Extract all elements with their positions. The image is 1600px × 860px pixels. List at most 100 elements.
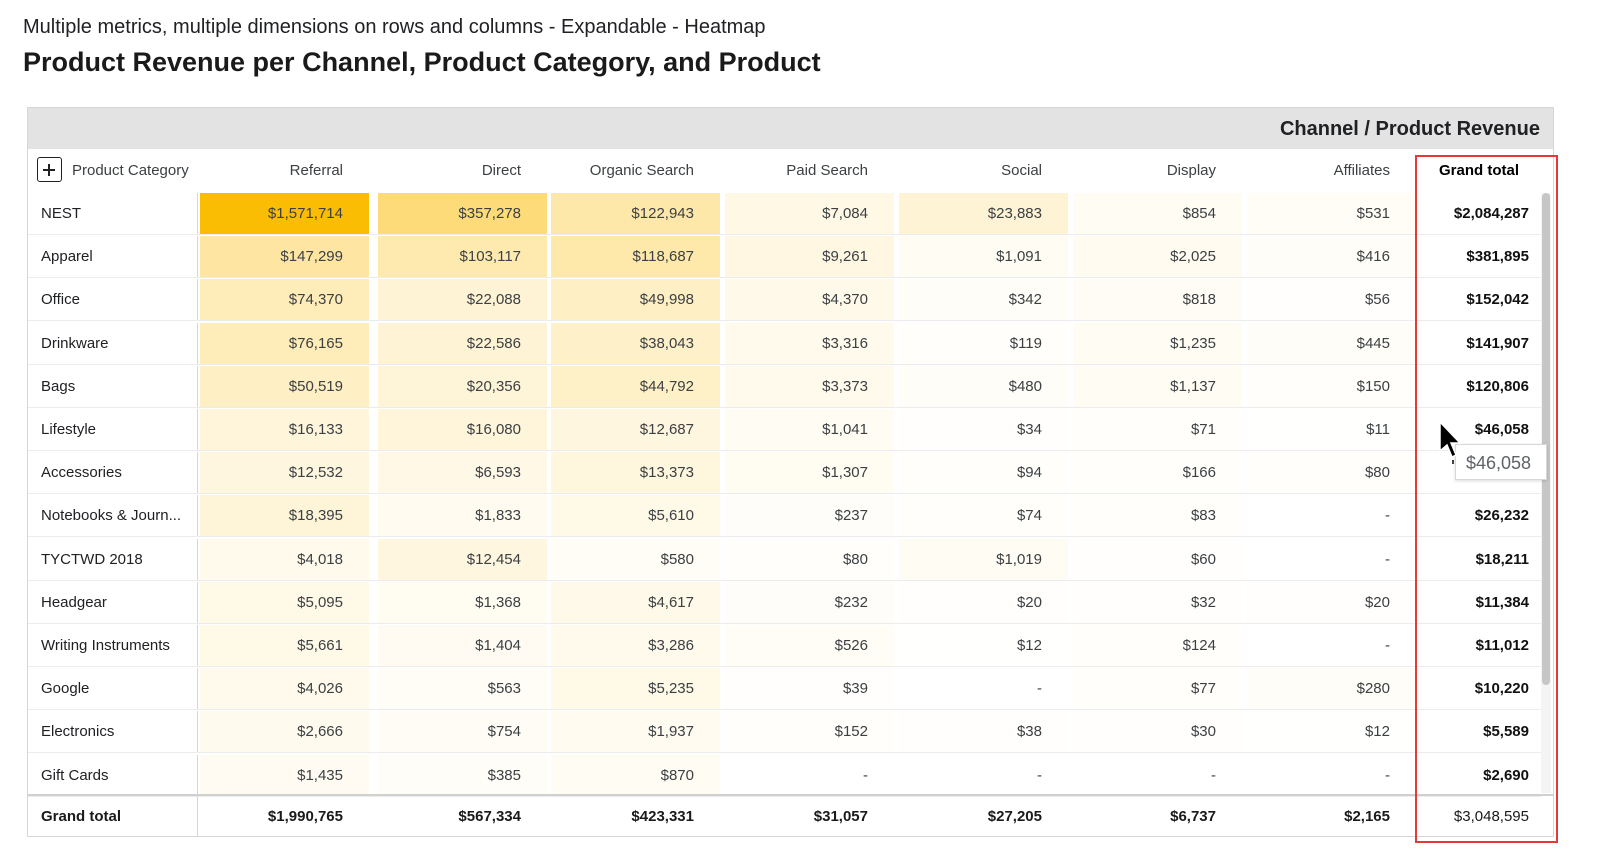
heatmap-cell[interactable]: $56 xyxy=(1247,279,1416,321)
heatmap-cell[interactable]: $563 xyxy=(378,668,547,710)
row-label[interactable]: Google xyxy=(28,668,198,710)
heatmap-cell[interactable]: $20,356 xyxy=(378,365,547,407)
heatmap-cell[interactable]: $480 xyxy=(899,365,1068,407)
heatmap-cell[interactable]: $44,792 xyxy=(551,365,720,407)
heatmap-cell[interactable]: $5,235 xyxy=(551,668,720,710)
row-grand-total-cell[interactable]: $26,232 xyxy=(1474,507,1529,525)
heatmap-cell[interactable]: - xyxy=(725,754,894,796)
grand-total-cell[interactable]: $6,737 xyxy=(1170,808,1216,825)
heatmap-cell[interactable]: $7,084 xyxy=(725,193,894,234)
scrollbar-thumb[interactable] xyxy=(1542,193,1550,685)
table-row[interactable]: Google $4,026 $563 $5,235 $39- $77 $280 $10,220 xyxy=(28,667,1553,711)
heatmap-cell[interactable]: $23,883 xyxy=(899,193,1068,234)
heatmap-cell[interactable]: $103,117 xyxy=(378,236,547,278)
heatmap-cell[interactable]: $124 xyxy=(1073,625,1242,666)
heatmap-cell[interactable]: $94 xyxy=(899,452,1068,494)
grand-total-cell[interactable]: $1,990,765 xyxy=(267,808,343,825)
column-header[interactable]: Display xyxy=(1166,162,1216,179)
heatmap-cell[interactable]: $80 xyxy=(725,538,894,580)
heatmap-cell[interactable]: - xyxy=(1247,625,1416,666)
heatmap-cell[interactable]: $280 xyxy=(1247,668,1416,710)
row-grand-total-cell[interactable]: $11,384 xyxy=(1475,593,1529,611)
grand-total-cell[interactable]: $423,331 xyxy=(631,808,694,825)
row-grand-total-cell[interactable]: $381,895 xyxy=(1466,248,1529,266)
column-header[interactable]: Paid Search xyxy=(786,162,868,179)
row-grand-total-cell[interactable]: $2,690 xyxy=(1483,766,1529,784)
heatmap-cell[interactable]: $531 xyxy=(1247,193,1416,234)
heatmap-cell[interactable]: $357,278 xyxy=(378,193,547,234)
heatmap-cell[interactable]: $2,025 xyxy=(1073,236,1242,278)
heatmap-cell[interactable]: $232 xyxy=(725,581,894,623)
heatmap-cell[interactable]: $870 xyxy=(551,754,720,796)
heatmap-cell[interactable]: $49,998 xyxy=(551,279,720,321)
heatmap-cell[interactable]: $1,019 xyxy=(899,538,1068,580)
heatmap-cell[interactable]: $50,519 xyxy=(200,365,369,407)
column-header[interactable]: Referral xyxy=(289,162,343,179)
heatmap-cell[interactable]: $60 xyxy=(1073,538,1242,580)
row-label[interactable]: Drinkware xyxy=(28,322,198,364)
heatmap-cell[interactable]: $152 xyxy=(725,711,894,753)
table-row[interactable]: Notebooks & Journ... $18,395 $1,833 $5,610 $… xyxy=(28,494,1553,538)
heatmap-cell[interactable]: - xyxy=(1247,538,1416,580)
heatmap-cell[interactable]: $166 xyxy=(1073,452,1242,494)
heatmap-cell[interactable]: $754 xyxy=(378,711,547,753)
heatmap-cell[interactable]: $83 xyxy=(1073,495,1242,537)
row-label[interactable]: Notebooks & Journ... xyxy=(28,495,198,537)
grand-total-cell[interactable]: $567,334 xyxy=(458,808,521,825)
table-row[interactable]: Writing Instruments $5,661 $1,404 $3,286 $52… xyxy=(28,624,1553,667)
heatmap-cell[interactable]: $20 xyxy=(1247,581,1416,623)
overall-grand-total-cell[interactable]: $3,048,595 xyxy=(1453,808,1529,825)
heatmap-cell[interactable]: - xyxy=(1247,495,1416,537)
grand-total-cell[interactable]: $27,205 xyxy=(987,808,1042,825)
table-row[interactable]: Office $74,370 $22,088 $49,998 $4,370 $342 $81… xyxy=(28,278,1553,322)
expand-plus-icon[interactable] xyxy=(37,157,62,182)
heatmap-cell[interactable]: $11 xyxy=(1247,409,1416,450)
table-row[interactable]: Accessories $12,532 $6,593 $13,373 $1,307 $94… xyxy=(28,451,1553,495)
heatmap-cell[interactable]: - xyxy=(1247,754,1416,796)
heatmap-cell[interactable]: $445 xyxy=(1247,322,1416,364)
heatmap-cell[interactable]: $3,286 xyxy=(551,625,720,666)
heatmap-cell[interactable]: $342 xyxy=(899,279,1068,321)
heatmap-cell[interactable]: $71 xyxy=(1073,409,1242,450)
heatmap-cell[interactable]: $80 xyxy=(1247,452,1416,494)
table-row[interactable]: Gift Cards $1,435 $385 $870- - - - $2,690 xyxy=(28,754,1553,797)
heatmap-cell[interactable]: $32 xyxy=(1073,581,1242,623)
heatmap-cell[interactable]: $12 xyxy=(1247,711,1416,753)
column-header[interactable]: Social xyxy=(1001,162,1042,179)
row-label[interactable]: Gift Cards xyxy=(28,754,198,796)
heatmap-cell[interactable]: $38,043 xyxy=(551,322,720,364)
heatmap-cell[interactable]: $76,165 xyxy=(200,322,369,364)
heatmap-cell[interactable]: $3,316 xyxy=(725,322,894,364)
heatmap-cell[interactable]: $1,307 xyxy=(725,452,894,494)
heatmap-cell[interactable]: $12,532 xyxy=(200,452,369,494)
heatmap-cell[interactable]: $77 xyxy=(1073,668,1242,710)
row-grand-total-cell[interactable]: $10,220 xyxy=(1474,680,1529,698)
heatmap-cell[interactable]: $147,299 xyxy=(200,236,369,278)
heatmap-cell[interactable]: $4,617 xyxy=(551,581,720,623)
heatmap-cell[interactable]: $20 xyxy=(899,581,1068,623)
heatmap-cell[interactable]: $4,018 xyxy=(200,538,369,580)
heatmap-cell[interactable]: $39 xyxy=(725,668,894,710)
table-row[interactable]: Electronics $2,666 $754 $1,937 $152 $38 $30 $12… xyxy=(28,710,1553,754)
heatmap-cell[interactable]: $526 xyxy=(725,625,894,666)
row-label[interactable]: Headgear xyxy=(28,581,198,623)
heatmap-cell[interactable]: $16,133 xyxy=(200,409,369,450)
heatmap-cell[interactable]: $119 xyxy=(899,322,1068,364)
heatmap-cell[interactable]: $1,137 xyxy=(1073,365,1242,407)
row-grand-total-cell[interactable]: $2,084,287 xyxy=(1453,205,1529,222)
table-row[interactable]: TYCTWD 2018 $4,018 $12,454 $580 $80 $1,019 $60… xyxy=(28,538,1553,581)
row-grand-total-cell[interactable]: $141,907 xyxy=(1466,334,1529,352)
heatmap-cell[interactable]: $385 xyxy=(378,754,547,796)
heatmap-cell[interactable]: $16,080 xyxy=(378,409,547,450)
row-grand-total-cell[interactable]: $5,589 xyxy=(1483,723,1529,741)
table-row[interactable]: Lifestyle $16,133 $16,080 $12,687 $1,041 $34 $… xyxy=(28,408,1553,451)
heatmap-cell[interactable]: $12,687 xyxy=(551,409,720,450)
heatmap-cell[interactable]: $122,943 xyxy=(551,193,720,234)
heatmap-cell[interactable]: $1,404 xyxy=(378,625,547,666)
column-header[interactable]: Organic Search xyxy=(589,162,694,179)
row-label[interactable]: Electronics xyxy=(28,711,198,753)
row-grand-total-cell[interactable]: $18,211 xyxy=(1475,550,1529,568)
heatmap-cell[interactable]: $1,833 xyxy=(378,495,547,537)
heatmap-cell[interactable]: $38 xyxy=(899,711,1068,753)
heatmap-cell[interactable]: $34 xyxy=(899,409,1068,450)
